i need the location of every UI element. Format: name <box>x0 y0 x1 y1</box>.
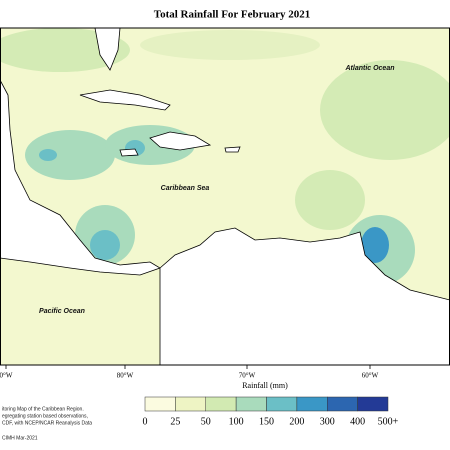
credit: CIMH Mar-2021 <box>2 435 38 441</box>
rain-area <box>320 60 450 160</box>
legend-swatch <box>327 396 358 412</box>
longitude-label: 0°W <box>0 372 13 380</box>
footnote: itoring Map of the Caribbean Region.egre… <box>2 406 92 426</box>
ocean-label: Pacific Ocean <box>39 308 85 315</box>
legend-swatch <box>357 396 389 412</box>
legend-label: 0 <box>143 416 148 427</box>
legend-label: 200 <box>289 416 304 427</box>
legend-label: 500+ <box>378 416 399 427</box>
rain-area <box>361 227 389 263</box>
map-title: Total Rainfall For February 2021 <box>154 9 310 21</box>
legend-label: 400 <box>350 416 365 427</box>
longitude-label: 60°W <box>362 372 379 380</box>
longitude-axis: 0°W 80°W 70°W 60°W <box>0 365 379 380</box>
rain-area <box>25 130 115 180</box>
footnote-line: egregating station based observations, <box>2 413 88 419</box>
south-america <box>159 227 450 365</box>
map: Atlantic Ocean Caribbean Sea Pacific Oce… <box>0 27 450 366</box>
florida <box>94 28 121 71</box>
legend-swatch <box>235 396 267 412</box>
legend-swatch <box>266 396 298 412</box>
central-america <box>0 79 161 276</box>
legend-label: 100 <box>229 416 244 427</box>
longitude-label: 70°W <box>239 372 256 380</box>
footnote-line: CDF, with NCEP/NCAR Reanalysis Data <box>2 420 92 426</box>
legend-swatch <box>205 396 237 412</box>
legend-swatch <box>144 396 176 412</box>
longitude-label: 80°W <box>117 372 134 380</box>
legend-label: 150 <box>259 416 274 427</box>
legend-label: 25 <box>170 416 180 427</box>
legend-label: 300 <box>320 416 335 427</box>
legend-swatch <box>296 396 328 412</box>
jamaica <box>119 148 139 157</box>
puerto-rico <box>224 146 241 153</box>
rain-area <box>295 170 365 230</box>
rain-area <box>140 30 320 60</box>
rain-area <box>39 149 57 161</box>
legend: 0 25 50 100 150 200 300 400 500+ <box>143 396 399 427</box>
ocean-label: Atlantic Ocean <box>344 65 394 72</box>
legend-swatch <box>175 396 206 412</box>
cuba <box>79 89 171 111</box>
hispaniola <box>149 131 212 151</box>
legend-title: Rainfall (mm) <box>242 381 288 390</box>
sea-label: Caribbean Sea <box>161 185 210 192</box>
footnote-line: itoring Map of the Caribbean Region. <box>2 406 84 412</box>
legend-label: 50 <box>201 416 211 427</box>
rain-area <box>90 230 120 260</box>
